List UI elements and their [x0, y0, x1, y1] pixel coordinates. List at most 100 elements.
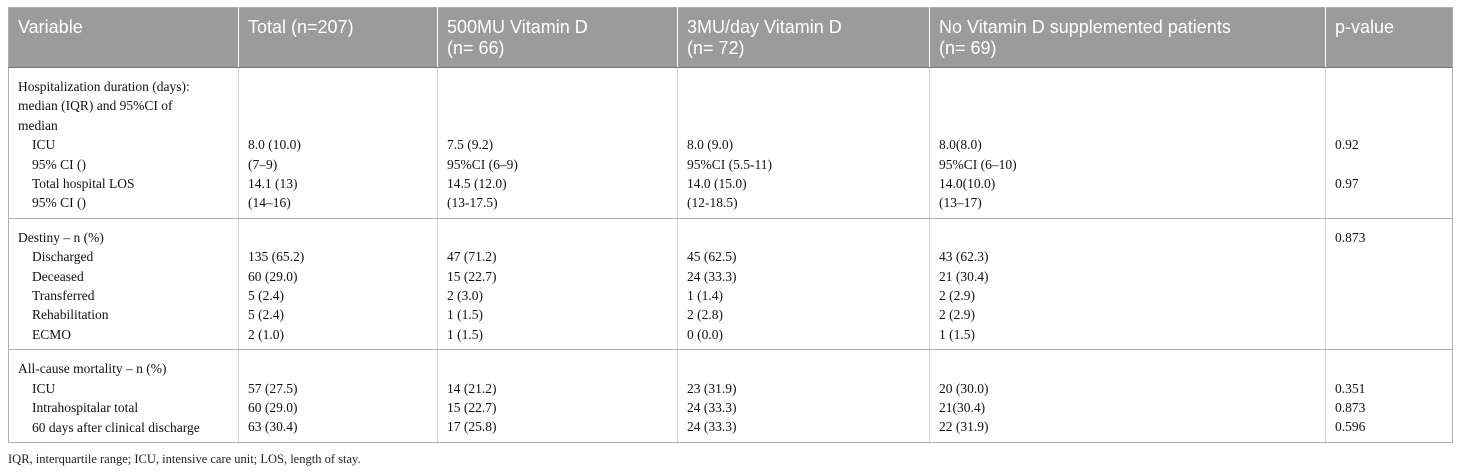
cell-line	[687, 77, 923, 96]
cell-line: 0.351	[1335, 380, 1366, 396]
cell-line	[1335, 267, 1446, 286]
cell-line: ICU	[32, 137, 56, 153]
cell-line: All-cause mortality – n (%)	[18, 361, 167, 377]
cell-line	[939, 116, 1319, 135]
header-total: Total (n=207)	[238, 7, 438, 68]
cell-line	[447, 96, 671, 115]
header-p-value: p-value	[1325, 7, 1453, 68]
cell-line: ECMO	[32, 326, 72, 342]
cell-line: 7.5 (9.2)	[447, 137, 494, 153]
cell-line	[1335, 325, 1446, 344]
cell-line	[1335, 193, 1446, 212]
no-vitamin-d-cell: 43 (62.3) 21 (30.4) 2 (2.9) 2 (2.9) 1 (1.5)	[929, 218, 1326, 351]
cell-line: 95% CI ()	[32, 195, 86, 211]
results-table: Variable Total (n=207) 500MU Vitamin D (n= …	[8, 7, 1453, 443]
cell-line: (12-18.5)	[687, 195, 738, 211]
cell-line	[447, 228, 671, 247]
cell-line	[687, 96, 923, 115]
cell-line	[1335, 359, 1446, 378]
p-value-cell: 0.92 0.97	[1325, 67, 1453, 219]
cell-line: ICU	[32, 380, 56, 396]
cell-line: 2 (1.0)	[248, 326, 284, 342]
cell-line: 1 (1.5)	[939, 326, 975, 342]
cell-line	[939, 77, 1319, 96]
header-500mu: 500MU Vitamin D (n= 66)	[437, 7, 678, 68]
cell-line: 20 (30.0)	[939, 380, 989, 396]
table-row: Hospitalization duration (days): median (…	[8, 67, 1453, 219]
cell-line: 1 (1.5)	[447, 307, 483, 323]
header-line: (n= 69)	[939, 38, 997, 58]
cell-line: (13–17)	[939, 195, 982, 211]
cell-line: 24 (33.3)	[687, 419, 737, 435]
total-cell: 8.0 (10.0) (7–9) 14.1 (13) (14–16)	[238, 67, 438, 219]
header-line: p-value	[1335, 17, 1395, 37]
cell-line: 0.92	[1335, 137, 1359, 153]
cell-line: 0.97	[1335, 175, 1359, 191]
500mu-cell: 14 (21.2) 15 (22.7) 17 (25.8)	[437, 349, 678, 443]
cell-line	[687, 116, 923, 135]
cell-line	[939, 96, 1319, 115]
table-row: Destiny – n (%) Discharged Deceased Transfe…	[8, 218, 1453, 351]
cell-line	[248, 77, 431, 96]
3mu-cell: 8.0 (9.0) 95%CI (5.5-11) 14.0 (15.0) (12-18…	[677, 67, 930, 219]
cell-line: 14 (21.2)	[447, 380, 497, 396]
cell-line: median (IQR) and 95%CI of	[18, 98, 173, 114]
cell-line	[939, 359, 1319, 378]
total-cell: 135 (65.2) 60 (29.0) 5 (2.4) 5 (2.4) 2 (1.0)	[238, 218, 438, 351]
cell-line: Discharged	[32, 249, 94, 265]
header-line: (n= 72)	[687, 38, 745, 58]
cell-line: 21 (30.4)	[939, 268, 989, 284]
cell-line: 22 (31.9)	[939, 419, 989, 435]
cell-line: 14.1 (13)	[248, 175, 298, 191]
header-3mu: 3MU/day Vitamin D (n= 72)	[677, 7, 930, 68]
cell-line: 14.0(10.0)	[939, 175, 996, 191]
header-line: Variable	[18, 17, 83, 37]
500mu-cell: 7.5 (9.2) 95%CI (6–9) 14.5 (12.0) (13-17.5)	[437, 67, 678, 219]
cell-line: (7–9)	[248, 156, 278, 172]
cell-line	[248, 96, 431, 115]
cell-line: Hospitalization duration (days):	[18, 79, 190, 94]
cell-line: (13-17.5)	[447, 195, 498, 211]
cell-line: 1 (1.4)	[687, 288, 723, 304]
p-value-cell: 0.351 0.873 0.596	[1325, 349, 1453, 443]
cell-line: 8.0 (9.0)	[687, 137, 734, 153]
cell-line	[687, 228, 923, 247]
cell-line: 5 (2.4)	[248, 288, 284, 304]
cell-line: 95%CI (6–9)	[447, 156, 518, 172]
cell-line: 60 (29.0)	[248, 268, 298, 284]
cell-line: Transferred	[32, 288, 95, 304]
cell-line: 1 (1.5)	[447, 326, 483, 342]
no-vitamin-d-cell: 20 (30.0) 21(30.4) 22 (31.9)	[929, 349, 1326, 443]
cell-line: Intrahospitalar total	[32, 400, 139, 416]
cell-line: median	[18, 117, 58, 133]
variable-cell: All-cause mortality – n (%) ICU Intrahospi…	[8, 349, 239, 443]
cell-line: 23 (31.9)	[687, 380, 737, 396]
cell-line: 0.873	[1335, 400, 1366, 416]
cell-line: 2 (2.9)	[939, 288, 975, 304]
500mu-cell: 47 (71.2) 15 (22.7) 2 (3.0) 1 (1.5) 1 (1.5)	[437, 218, 678, 351]
cell-line: 2 (2.8)	[687, 307, 723, 323]
cell-line: 47 (71.2)	[447, 249, 497, 265]
cell-line: 5 (2.4)	[248, 307, 284, 323]
3mu-cell: 45 (62.5) 24 (33.3) 1 (1.4) 2 (2.8) 0 (0.0)	[677, 218, 930, 351]
header-line: No Vitamin D supplemented patients	[939, 17, 1231, 37]
table-footnote: IQR, interquartile range; ICU, intensive…	[8, 452, 361, 466]
cell-line: 14.0 (15.0)	[687, 175, 747, 191]
cell-line: 21(30.4)	[939, 400, 986, 416]
cell-line	[248, 228, 431, 247]
variable-cell: Destiny – n (%) Discharged Deceased Transfe…	[8, 218, 239, 351]
header-no-vitamin-d: No Vitamin D supplemented patients (n= 69…	[929, 7, 1326, 68]
cell-line: 24 (33.3)	[687, 268, 737, 284]
cell-line	[1335, 305, 1446, 324]
cell-line	[1335, 77, 1446, 96]
cell-line	[939, 228, 1319, 247]
cell-line: 95%CI (5.5-11)	[687, 156, 772, 172]
cell-line: Rehabilitation	[32, 307, 109, 323]
cell-line: Total hospital LOS	[32, 176, 135, 192]
cell-line: 45 (62.5)	[687, 249, 737, 265]
cell-line	[248, 116, 431, 135]
cell-line: 95% CI ()	[32, 156, 86, 172]
cell-line: 60 (29.0)	[248, 400, 298, 416]
3mu-cell: 23 (31.9) 24 (33.3) 24 (33.3)	[677, 349, 930, 443]
cell-line: 0.596	[1335, 419, 1366, 435]
